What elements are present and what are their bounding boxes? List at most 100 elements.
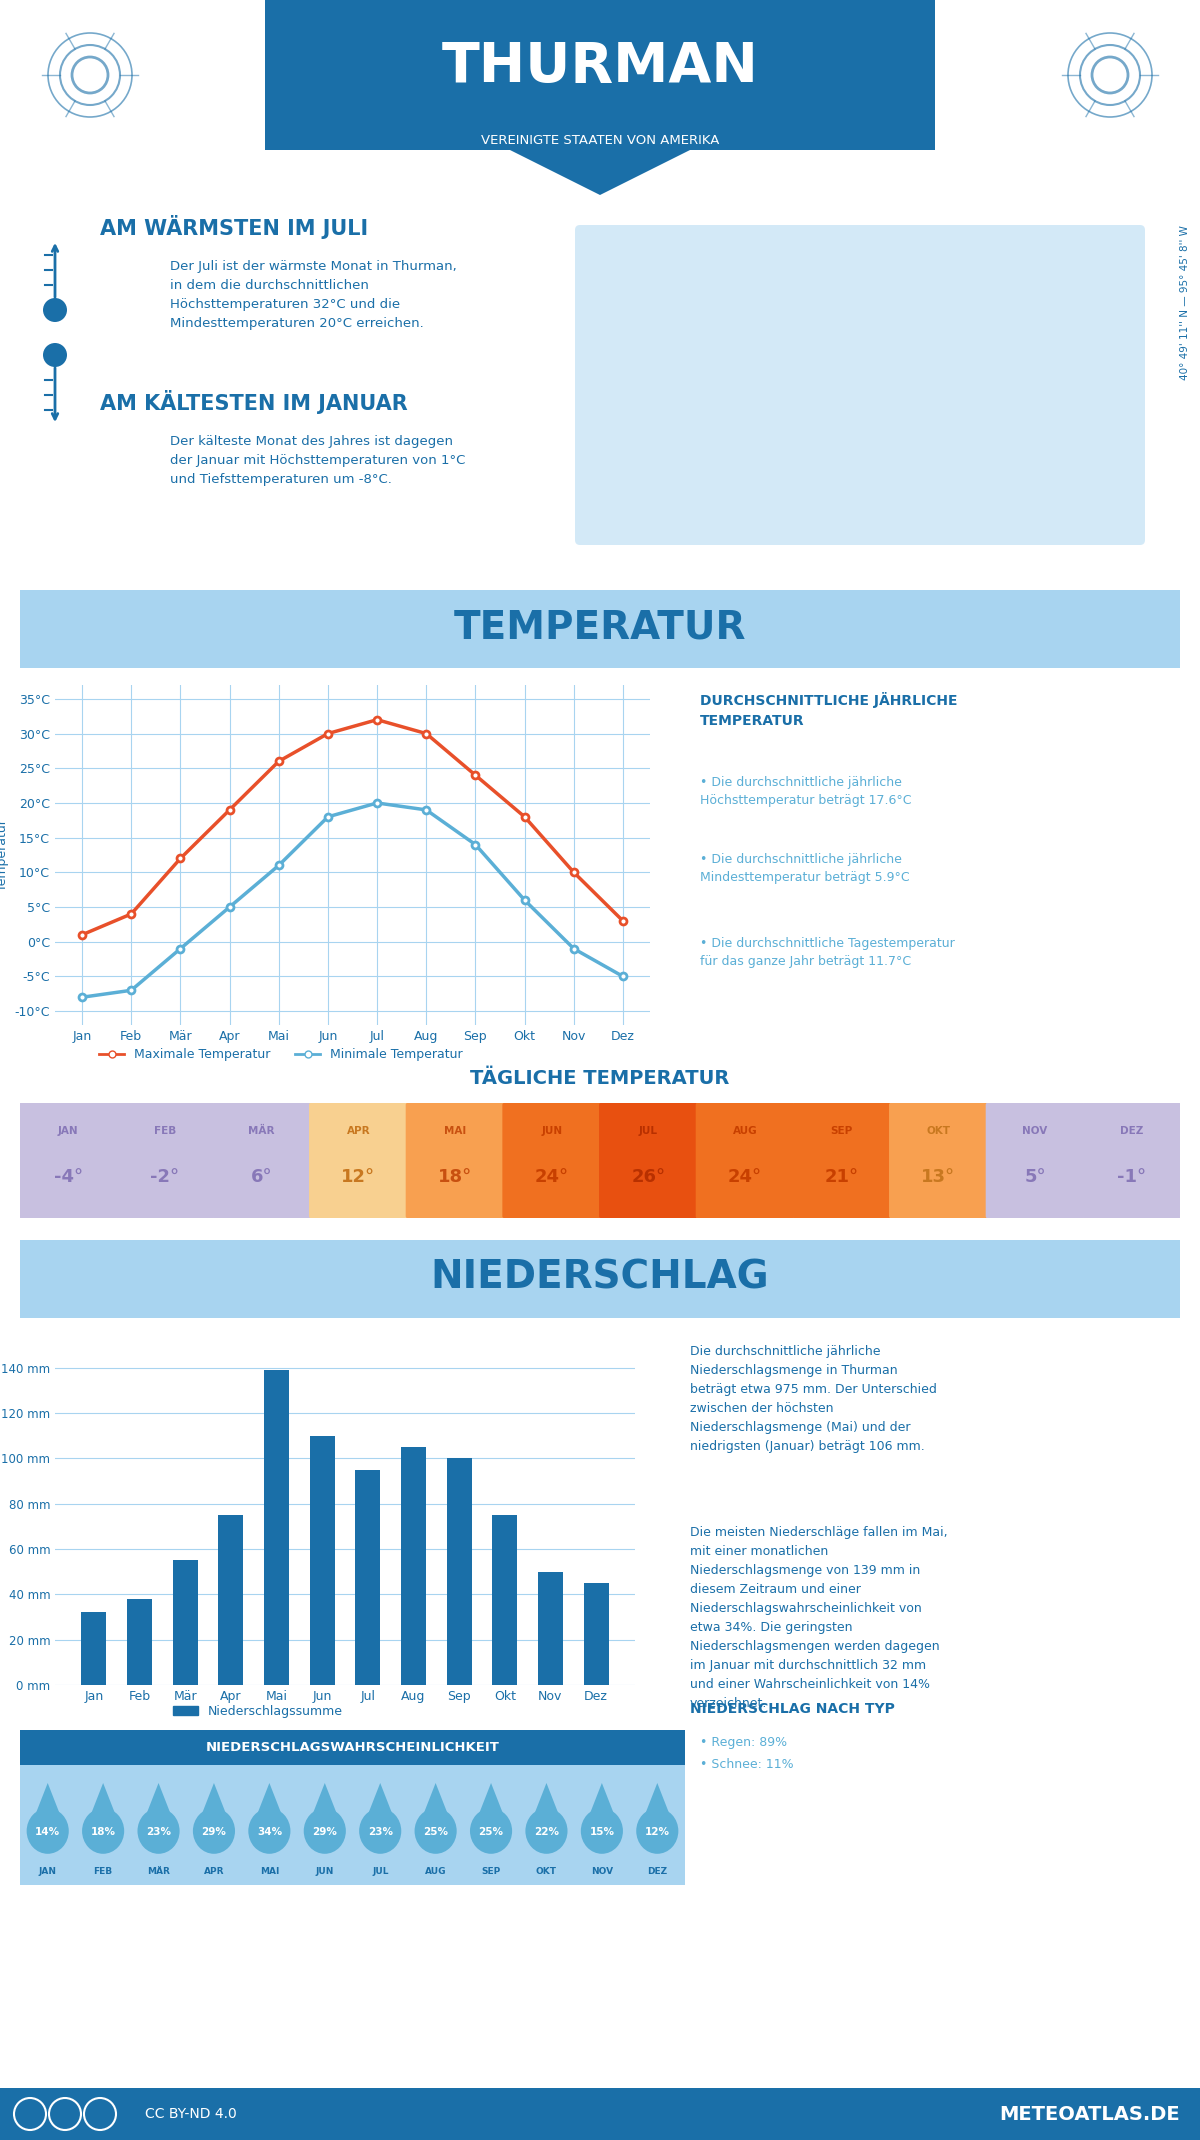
FancyBboxPatch shape [19, 1102, 118, 1218]
FancyBboxPatch shape [0, 1239, 1200, 1320]
FancyBboxPatch shape [696, 1102, 794, 1218]
Text: • Die durchschnittliche Tagestemperatur
für das ganze Jahr beträgt 11.7°C: • Die durchschnittliche Tagestemperatur … [700, 937, 955, 967]
Text: METEOATLAS.DE: METEOATLAS.DE [1000, 2104, 1180, 2123]
Text: DEZ: DEZ [1120, 1126, 1144, 1136]
Text: MAI: MAI [259, 1868, 280, 1877]
FancyBboxPatch shape [7, 1729, 698, 1766]
FancyBboxPatch shape [889, 1102, 988, 1218]
Text: NIEDERSCHLAG: NIEDERSCHLAG [431, 1258, 769, 1297]
Bar [355, 1470, 380, 1684]
FancyBboxPatch shape [115, 1102, 215, 1218]
Text: 29%: 29% [202, 1828, 227, 1838]
Text: MÄR: MÄR [148, 1868, 170, 1877]
Polygon shape [589, 1783, 614, 1815]
Bar [401, 1447, 426, 1684]
Text: TÄGLICHE TEMPERATUR: TÄGLICHE TEMPERATUR [470, 1070, 730, 1089]
Text: JAN: JAN [38, 1868, 56, 1877]
Bar [538, 1571, 563, 1684]
Text: -2°: -2° [150, 1168, 180, 1186]
Text: JAN: JAN [58, 1126, 79, 1136]
Bar [173, 1560, 198, 1684]
Polygon shape [202, 1783, 226, 1815]
Text: NIEDERSCHLAGSWAHRSCHEINLICHKEIT: NIEDERSCHLAGSWAHRSCHEINLICHKEIT [205, 1742, 499, 1755]
Circle shape [138, 1808, 180, 1853]
Polygon shape [146, 1783, 170, 1815]
FancyBboxPatch shape [503, 1102, 601, 1218]
Bar [218, 1515, 244, 1684]
Text: 26°: 26° [631, 1168, 665, 1186]
Bar [264, 1370, 289, 1684]
Text: APR: APR [204, 1868, 224, 1877]
Text: 15%: 15% [589, 1828, 614, 1838]
Circle shape [43, 342, 67, 366]
Text: AM WÄRMSTEN IM JULI: AM WÄRMSTEN IM JULI [100, 214, 368, 240]
Circle shape [304, 1808, 346, 1853]
FancyBboxPatch shape [599, 1102, 697, 1218]
Bar [82, 1611, 107, 1684]
Text: THURMAN: THURMAN [442, 41, 758, 94]
Text: 29%: 29% [312, 1828, 337, 1838]
Legend: Maximale Temperatur, Minimale Temperatur: Maximale Temperatur, Minimale Temperatur [94, 1044, 468, 1066]
FancyBboxPatch shape [985, 1102, 1085, 1218]
Circle shape [636, 1808, 678, 1853]
FancyBboxPatch shape [212, 1102, 311, 1218]
Text: JUN: JUN [541, 1126, 563, 1136]
Text: 5°: 5° [1024, 1168, 1046, 1186]
FancyBboxPatch shape [792, 1102, 890, 1218]
Text: MÄR: MÄR [248, 1126, 275, 1136]
Text: 23%: 23% [367, 1828, 392, 1838]
Text: Der kälteste Monat des Jahres ist dagegen
der Januar mit Höchsttemperaturen von : Der kälteste Monat des Jahres ist dagege… [170, 434, 466, 486]
Polygon shape [534, 1783, 559, 1815]
FancyBboxPatch shape [7, 1763, 698, 1887]
Text: 24°: 24° [728, 1168, 762, 1186]
Text: 13°: 13° [922, 1168, 955, 1186]
Text: 6°: 6° [251, 1168, 272, 1186]
Text: FEB: FEB [94, 1868, 113, 1877]
Text: JUN: JUN [316, 1868, 334, 1877]
Text: CC BY-ND 4.0: CC BY-ND 4.0 [145, 2108, 236, 2121]
Text: 18%: 18% [91, 1828, 115, 1838]
Text: TEMPERATUR: TEMPERATUR [454, 608, 746, 646]
Polygon shape [312, 1783, 337, 1815]
Circle shape [248, 1808, 290, 1853]
Text: • Schnee: 11%: • Schnee: 11% [700, 1757, 793, 1770]
Text: 12°: 12° [341, 1168, 376, 1186]
Text: APR: APR [347, 1126, 370, 1136]
Text: NIEDERSCHLAG NACH TYP: NIEDERSCHLAG NACH TYP [690, 1701, 895, 1716]
Circle shape [26, 1808, 68, 1853]
Text: 21°: 21° [824, 1168, 859, 1186]
Text: AUG: AUG [425, 1868, 446, 1877]
Text: -1°: -1° [1117, 1168, 1146, 1186]
Polygon shape [265, 0, 935, 195]
Text: Die durchschnittliche jährliche
Niederschlagsmenge in Thurman
beträgt etwa 975 m: Die durchschnittliche jährliche Niedersc… [690, 1346, 937, 1453]
Text: Die meisten Niederschläge fallen im Mai,
mit einer monatlichen
Niederschlagsmeng: Die meisten Niederschläge fallen im Mai,… [690, 1526, 948, 1710]
Text: DEZ: DEZ [647, 1868, 667, 1877]
Text: MAI: MAI [444, 1126, 466, 1136]
FancyBboxPatch shape [0, 588, 1200, 670]
Polygon shape [424, 1783, 448, 1815]
Text: OKT: OKT [536, 1868, 557, 1877]
Text: SEP: SEP [481, 1868, 500, 1877]
Bar [127, 1599, 152, 1684]
Bar [310, 1436, 335, 1684]
Circle shape [470, 1808, 512, 1853]
Text: Der Juli ist der wärmste Monat in Thurman,
in dem die durchschnittlichen
Höchstt: Der Juli ist der wärmste Monat in Thurma… [170, 259, 457, 330]
Polygon shape [91, 1783, 115, 1815]
Text: 25%: 25% [424, 1828, 448, 1838]
Polygon shape [479, 1783, 503, 1815]
Polygon shape [257, 1783, 282, 1815]
Text: JUL: JUL [638, 1126, 658, 1136]
Text: NOV: NOV [590, 1868, 613, 1877]
FancyBboxPatch shape [575, 225, 1145, 546]
Text: 14%: 14% [35, 1828, 60, 1838]
Text: 18°: 18° [438, 1168, 472, 1186]
Circle shape [581, 1808, 623, 1853]
Text: AUG: AUG [733, 1126, 757, 1136]
Text: -4°: -4° [54, 1168, 83, 1186]
Text: 12%: 12% [644, 1828, 670, 1838]
Text: 22%: 22% [534, 1828, 559, 1838]
Text: • Die durchschnittliche jährliche
Höchsttemperatur beträgt 17.6°C: • Die durchschnittliche jährliche Höchst… [700, 777, 912, 807]
Circle shape [359, 1808, 401, 1853]
Circle shape [414, 1808, 457, 1853]
Text: AM KÄLTESTEN IM JANUAR: AM KÄLTESTEN IM JANUAR [100, 389, 408, 413]
